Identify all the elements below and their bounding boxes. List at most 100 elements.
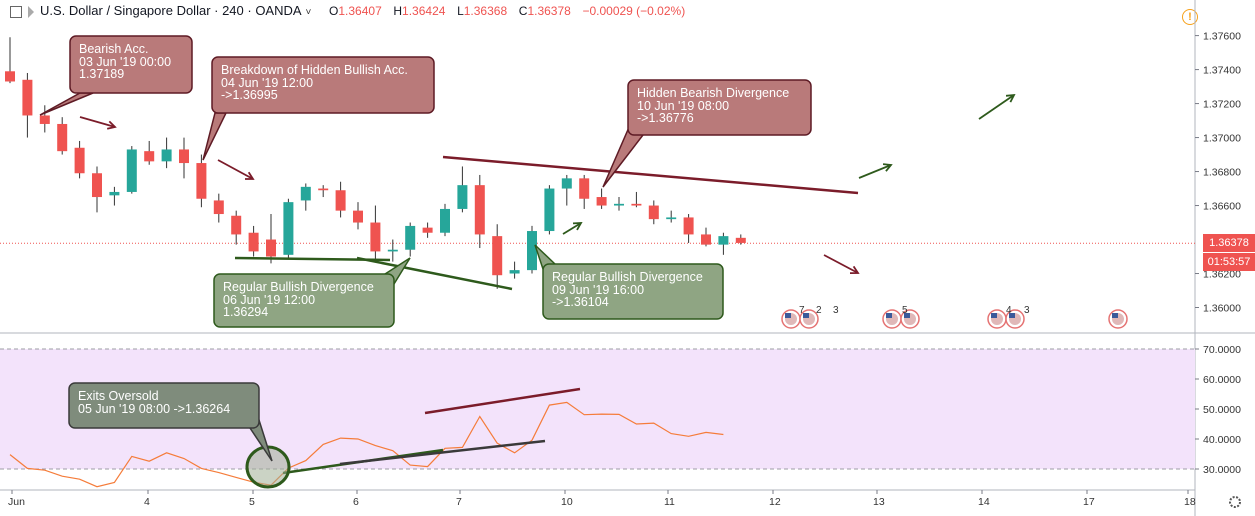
price-tick-label: 1.37000 <box>1203 133 1241 145</box>
candle-down <box>179 149 189 164</box>
candle-up <box>509 270 520 274</box>
candle-down <box>5 71 15 82</box>
time-tick-label: 5 <box>249 496 255 508</box>
us-flag-canton <box>803 313 809 318</box>
candle-up <box>126 149 137 192</box>
candle-down <box>74 147 85 174</box>
price-tick-label: 1.36600 <box>1203 201 1241 213</box>
candle-down <box>370 222 381 252</box>
ohlc-open: O1.36407 <box>329 4 382 18</box>
candle-down <box>353 210 363 223</box>
candle-up <box>283 202 294 255</box>
time-tick-label: 7 <box>456 496 462 508</box>
rsi-bullish-trendline-b <box>339 439 546 466</box>
callout-box <box>542 263 724 320</box>
candle-down <box>648 205 659 220</box>
event-count: 2 <box>816 305 822 316</box>
candle-up <box>440 208 450 233</box>
event-count: 4 <box>1006 305 1012 316</box>
candle-down <box>57 123 68 152</box>
candle-up <box>614 203 624 206</box>
candle-down <box>474 185 485 235</box>
arrow-up <box>978 94 1015 120</box>
price-tick-label: 1.37200 <box>1203 99 1241 111</box>
candle-up <box>387 249 398 252</box>
event-count: 3 <box>833 305 839 316</box>
callout-pointer <box>202 112 228 161</box>
price-tick-label: 1.37600 <box>1203 31 1241 43</box>
candle-down <box>39 115 50 124</box>
us-flag-canton <box>904 313 910 318</box>
candle-down <box>631 203 642 206</box>
rsi-tick-label: 50.0000 <box>1203 404 1241 416</box>
price-change: −0.00029 (−0.02%) <box>582 4 686 18</box>
time-tick-label: 17 <box>1083 496 1095 508</box>
callout-text: Regular Bullish Divergence 06 Jun '19 12… <box>223 280 374 319</box>
us-flag-canton <box>991 313 997 318</box>
chevron-down-icon[interactable]: ˅ <box>305 7 312 18</box>
arrow-down <box>217 159 254 180</box>
time-tick-label: 13 <box>873 496 885 508</box>
event-count: 7 <box>799 305 805 316</box>
candle-up <box>544 188 555 232</box>
warning-icon[interactable]: ! <box>1182 9 1198 25</box>
event-count: 3 <box>1024 305 1030 316</box>
rsi-tick-label: 70.0000 <box>1203 344 1241 356</box>
arrow-up <box>858 164 892 179</box>
callout-text: Hidden Bearish Divergence 10 Jun '19 08:… <box>637 86 790 125</box>
us-flag-canton <box>785 313 791 318</box>
arrow-down <box>823 254 859 274</box>
arrow-down-head <box>244 171 255 180</box>
arrow-down <box>79 116 116 128</box>
candle-down <box>196 163 207 199</box>
bearish-trendline <box>442 155 859 195</box>
price-tick-label: 1.36800 <box>1203 167 1241 179</box>
us-flag-canton <box>886 313 892 318</box>
callout-box <box>213 273 395 328</box>
us-flag-canton <box>1009 313 1015 318</box>
time-tick-label: 11 <box>664 496 675 508</box>
time-tick-label: 6 <box>353 496 359 508</box>
candle-up <box>561 178 572 189</box>
candle-down <box>335 190 346 211</box>
countdown-badge: 01:53:57 <box>1203 253 1255 272</box>
callout-text: Exits Oversold 05 Jun '19 08:00 ->1.3626… <box>78 389 231 416</box>
rsi-tick-label: 60.0000 <box>1203 374 1241 386</box>
candle-down <box>144 151 155 162</box>
candle-up <box>666 217 677 220</box>
time-tick-label: 14 <box>978 496 990 508</box>
ohlc-high: H1.36424 <box>393 4 446 18</box>
candle-up <box>109 191 120 196</box>
candle-down <box>213 200 224 215</box>
candle-up <box>527 231 537 271</box>
rsi-line <box>9 401 724 488</box>
candle-up <box>300 186 311 201</box>
settings-icon <box>1229 496 1241 508</box>
price-tick-label: 1.37400 <box>1203 65 1241 77</box>
candle-down <box>701 234 711 245</box>
last-price-badge: 1.36378 <box>1203 234 1255 253</box>
arrow-down-head <box>106 120 117 130</box>
candle-up <box>161 149 172 162</box>
callout-box <box>211 56 435 114</box>
candle-down <box>22 79 33 116</box>
symbol-title[interactable]: U.S. Dollar / Singapore Dollar · 240 · O… <box>40 3 302 18</box>
callout-text: Breakdown of Hidden Bullish Acc. 04 Jun … <box>221 63 408 102</box>
candle-down <box>248 232 259 252</box>
arrow-up-head <box>572 222 583 231</box>
callout-box <box>627 79 812 136</box>
arrow-up-head <box>882 163 893 172</box>
callout-box <box>69 35 193 94</box>
candle-down <box>492 236 503 276</box>
arrow-icon[interactable] <box>28 5 34 18</box>
callout-text: Regular Bullish Divergence 09 Jun '19 16… <box>552 270 703 309</box>
candle-down <box>735 237 746 243</box>
price-tick-label: 1.36200 <box>1203 269 1241 281</box>
arrow-down-head <box>849 265 860 275</box>
time-tick-label: 4 <box>144 496 150 508</box>
candle-down <box>683 217 694 235</box>
candle-down <box>422 227 433 233</box>
us-flag-canton <box>1112 313 1118 318</box>
collapse-icon[interactable] <box>10 5 22 18</box>
